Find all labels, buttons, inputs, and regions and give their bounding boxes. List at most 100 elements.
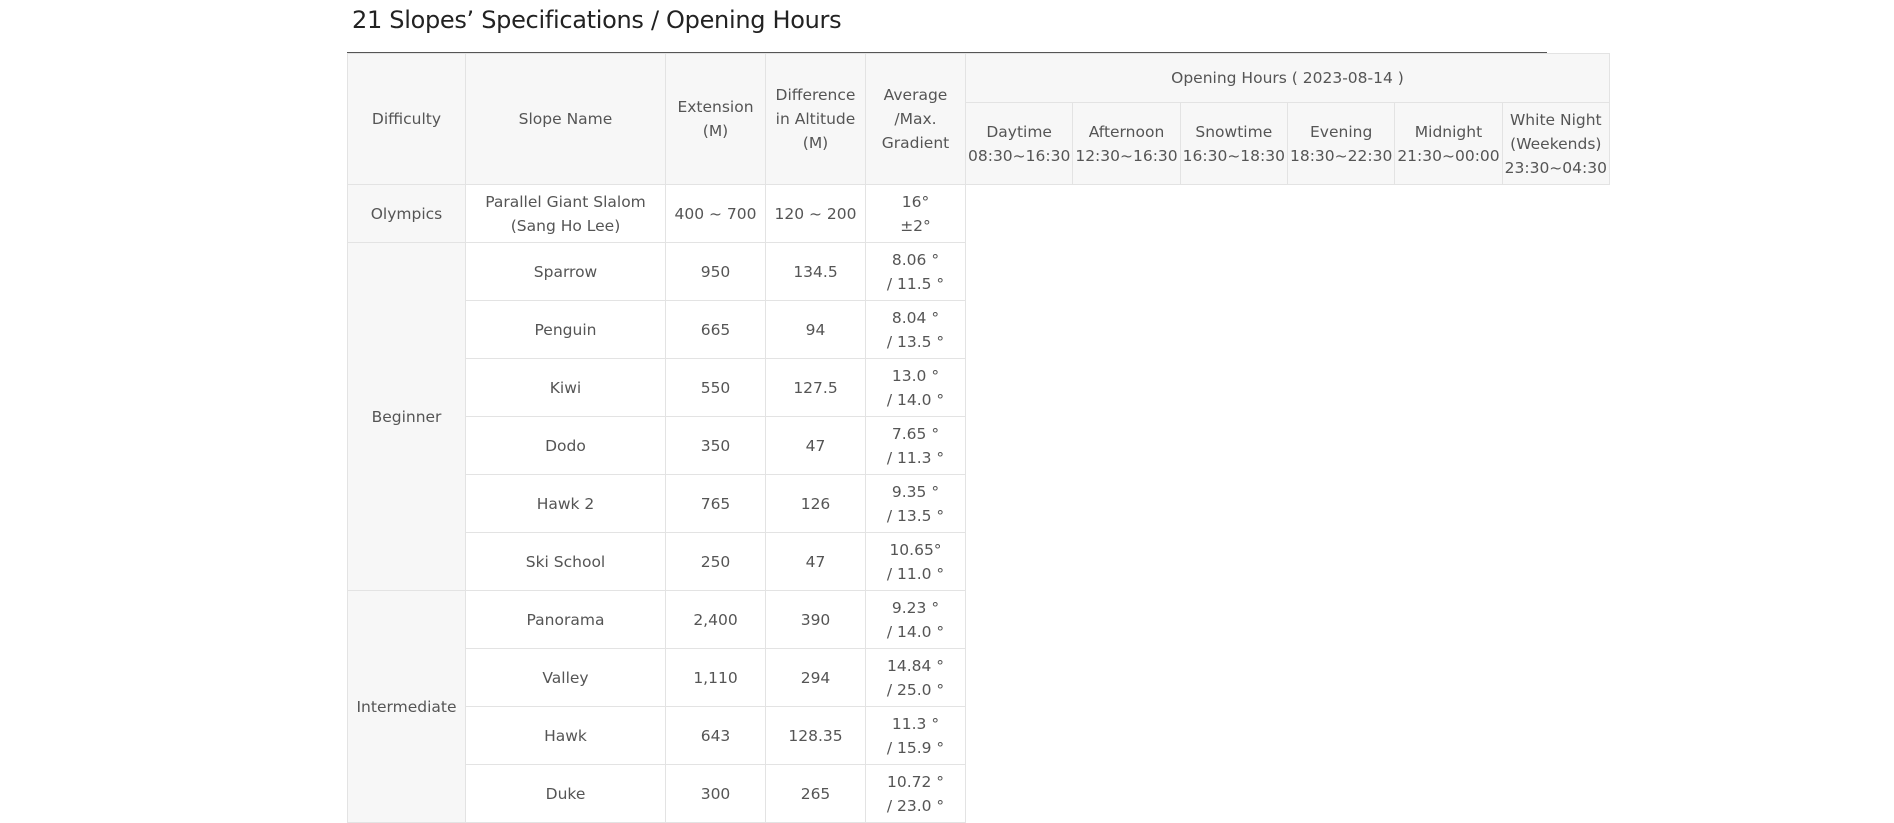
- hours-label: Daytime: [986, 122, 1052, 141]
- altitude-cell: 294: [765, 648, 866, 707]
- hours-label: Afternoon: [1088, 122, 1165, 141]
- gradient-cell: 14.84 ° / 25.0 °: [865, 648, 966, 707]
- table-row: Ski School 250 47 10.65° / 11.0 °: [348, 532, 1610, 591]
- header-hours-evening: Evening 18:30~22:30: [1286, 102, 1396, 185]
- header-row: Difficulty Slope Name Extension (M) Diff…: [347, 53, 1610, 185]
- header-extension: Extension (M): [665, 53, 766, 185]
- altitude-cell: 265: [765, 764, 866, 823]
- header-difficulty: Difficulty: [347, 53, 466, 185]
- empty-hours-area: [966, 243, 1610, 301]
- slope-name-cell: Hawk: [465, 706, 666, 765]
- slope-name-cell: Valley: [465, 648, 666, 707]
- extension-cell: 350: [665, 416, 766, 475]
- slope-name-cell: Hawk 2: [465, 474, 666, 533]
- header-hours-snowtime: Snowtime 16:30~18:30: [1179, 102, 1288, 185]
- slope-name-cell: Panorama: [465, 590, 666, 649]
- extension-cell: 665: [665, 300, 766, 359]
- hours-label: White Night: [1509, 110, 1602, 129]
- header-altitude-unit: (M): [802, 134, 829, 152]
- header-hours-afternoon: Afternoon 12:30~16:30: [1072, 102, 1181, 185]
- empty-hours-area: [966, 533, 1610, 591]
- header-altitude-difference: Difference in Altitude (M): [765, 53, 866, 185]
- hours-label: Midnight: [1414, 122, 1483, 141]
- extension-cell: 1,110: [665, 648, 766, 707]
- table-row: Beginner Sparrow 950 134.5 8.06 ° / 11.5…: [347, 242, 1610, 591]
- extension-cell: 765: [665, 474, 766, 533]
- slope-name-cell: Duke: [465, 764, 666, 823]
- slope-specs-table: Difficulty Slope Name Extension (M) Diff…: [347, 53, 1610, 823]
- title-divider: [347, 52, 1547, 53]
- altitude-cell: 94: [765, 300, 866, 359]
- empty-hours-area: [966, 475, 1610, 533]
- gradient-average: 8.06 °: [891, 250, 940, 269]
- header-hours-row: Daytime 08:30~16:30 Afternoon 12:30~16:3…: [348, 102, 1610, 185]
- gradient-max: / 14.0 °: [886, 390, 945, 409]
- hours-sub: (Weekends): [1510, 134, 1602, 153]
- hours-time: 21:30~00:00: [1397, 146, 1500, 165]
- altitude-cell: 126: [765, 474, 866, 533]
- hours-time: 08:30~16:30: [968, 146, 1071, 165]
- empty-hours-area: [966, 765, 1610, 823]
- gradient-max: / 14.0 °: [886, 622, 945, 641]
- difficulty-cell: Olympics: [347, 184, 466, 243]
- table-row: Valley 1,110 294 14.84 ° / 25.0 °: [348, 648, 1610, 707]
- extension-cell: 550: [665, 358, 766, 417]
- header-gradient-line: Average: [883, 86, 948, 104]
- header-gradient: Average /Max. Gradient: [865, 53, 966, 185]
- slope-name-cell: Kiwi: [465, 358, 666, 417]
- gradient-cell: 8.04 ° / 13.5 °: [865, 300, 966, 359]
- header-gradient-line: Gradient: [881, 134, 950, 152]
- gradient-average: 7.65 °: [891, 424, 940, 443]
- altitude-cell: 120 ~ 200: [765, 184, 866, 243]
- gradient-cell: 9.23 ° / 14.0 °: [865, 590, 966, 649]
- gradient-average: 8.04 °: [891, 308, 940, 327]
- extension-cell: 950: [665, 242, 766, 301]
- hours-time: 23:30~04:30: [1504, 158, 1607, 177]
- extension-cell: 300: [665, 764, 766, 823]
- empty-hours-area: [966, 185, 1610, 243]
- table-row: Kiwi 550 127.5 13.0 ° / 14.0 °: [348, 358, 1610, 417]
- header-hours-midnight: Midnight 21:30~00:00: [1394, 102, 1503, 185]
- table-row: Intermediate Panorama 2,400 390 9.23 ° /…: [347, 590, 1610, 823]
- slope-name-cell: Penguin: [465, 300, 666, 359]
- table-row: Duke 300 265 10.72 ° / 23.0 °: [348, 764, 1610, 823]
- gradient-max: / 15.9 °: [886, 738, 945, 757]
- gradient-max: / 23.0 °: [886, 796, 945, 815]
- empty-hours-area: [966, 707, 1610, 765]
- header-gradient-line: /Max.: [894, 110, 937, 128]
- gradient-max: / 11.0 °: [886, 564, 945, 583]
- header-altitude-line: in Altitude: [775, 110, 856, 128]
- header-slope-name: Slope Name: [465, 53, 666, 185]
- hours-time: 12:30~16:30: [1075, 146, 1178, 165]
- empty-hours-area: [966, 301, 1610, 359]
- extension-cell: 250: [665, 532, 766, 591]
- gradient-average: 11.3 °: [891, 714, 940, 733]
- gradient-cell: 9.35 ° / 13.5 °: [865, 474, 966, 533]
- gradient-max: / 13.5 °: [886, 506, 945, 525]
- slope-name-cell: Ski School: [465, 532, 666, 591]
- hours-label: Snowtime: [1195, 122, 1273, 141]
- gradient-average: 10.72 °: [886, 772, 945, 791]
- altitude-cell: 134.5: [765, 242, 866, 301]
- gradient-cell: 13.0 ° / 14.0 °: [865, 358, 966, 417]
- gradient-average: 10.65°: [889, 540, 942, 559]
- hours-time: 16:30~18:30: [1182, 146, 1285, 165]
- gradient-average: 9.23 °: [891, 598, 940, 617]
- gradient-cell: 10.72 ° / 23.0 °: [865, 764, 966, 823]
- gradient-cell: 8.06 ° / 11.5 °: [865, 242, 966, 301]
- slope-name-sub: (Sang Ho Lee): [510, 216, 621, 235]
- table-row: Hawk 2 765 126 9.35 ° / 13.5 °: [348, 474, 1610, 533]
- extension-cell: 400 ~ 700: [665, 184, 766, 243]
- header-extension-unit: (M): [702, 122, 729, 140]
- table-row: Dodo 350 47 7.65 ° / 11.3 °: [348, 416, 1610, 475]
- gradient-cell: 7.65 ° / 11.3 °: [865, 416, 966, 475]
- gradient-cell: 10.65° / 11.0 °: [865, 532, 966, 591]
- gradient-max: / 13.5 °: [886, 332, 945, 351]
- empty-hours-area: [966, 649, 1610, 707]
- gradient-average: 14.84 °: [886, 656, 945, 675]
- slope-name: Parallel Giant Slalom: [485, 192, 646, 211]
- gradient-cell: 16° ±2°: [865, 184, 966, 243]
- table-row: Penguin 665 94 8.04 ° / 13.5 °: [348, 300, 1610, 359]
- gradient-max: / 11.3 °: [886, 448, 945, 467]
- slope-name-cell: Sparrow: [465, 242, 666, 301]
